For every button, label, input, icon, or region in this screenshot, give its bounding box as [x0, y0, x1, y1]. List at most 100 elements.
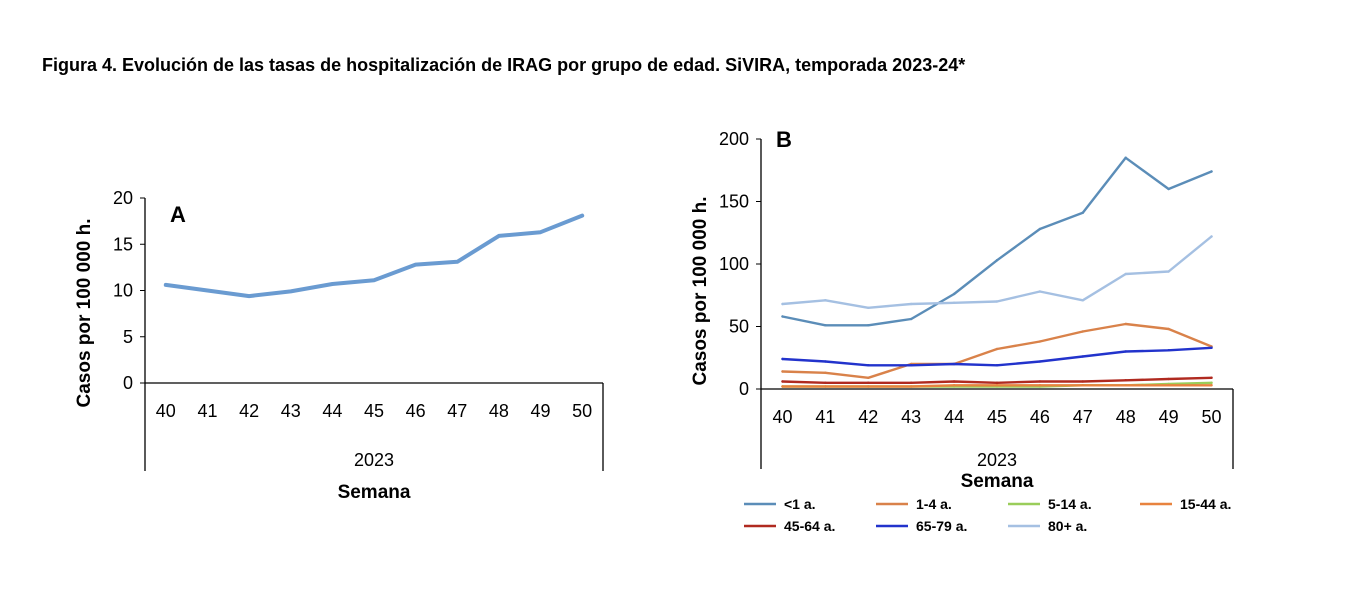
- legend-entry: 5-14 a.: [1048, 496, 1092, 512]
- data-point: [1081, 384, 1085, 387]
- y-tick-label: 20: [113, 188, 133, 208]
- y-tick-label: 5: [123, 327, 133, 347]
- data-point: [909, 317, 913, 321]
- data-point: [456, 260, 459, 264]
- data-point: [995, 300, 999, 303]
- data-point: [824, 371, 827, 374]
- panel-a-label: A: [170, 202, 186, 227]
- series-line-0: [781, 156, 1213, 327]
- data-point: [1038, 290, 1042, 293]
- legend-entry: 45-64 a.: [784, 518, 835, 534]
- data-point: [1124, 272, 1127, 276]
- data-point: [1167, 187, 1170, 191]
- data-point: [206, 289, 209, 292]
- data-point: [995, 259, 999, 262]
- y-tick-label: 50: [729, 317, 749, 337]
- data-point: [781, 385, 784, 388]
- x-tick-label: 43: [901, 407, 921, 427]
- x-tick-label: 50: [1202, 407, 1222, 427]
- data-point: [1038, 227, 1042, 231]
- data-point: [1167, 377, 1170, 381]
- data-point: [867, 376, 870, 379]
- panel-a-chart: A Casos por 100 000 h. 2023 Semana 0 5 10 1…: [74, 188, 604, 503]
- x-tick-label: 41: [197, 401, 217, 421]
- data-point: [539, 231, 542, 234]
- data-point: [867, 306, 870, 309]
- data-point: [952, 380, 956, 383]
- x-tick-label: 47: [1073, 407, 1093, 427]
- series-line-5: [781, 346, 1213, 367]
- data-point: [952, 384, 956, 387]
- data-point: [1210, 170, 1213, 173]
- data-point: [952, 292, 956, 296]
- x-tick-label: 48: [489, 401, 509, 421]
- data-point: [909, 302, 913, 306]
- data-point: [1167, 349, 1170, 352]
- panel-b-chart: B Casos por 100 000 h. 2023 Semana 0 50 10…: [690, 127, 1234, 534]
- data-point: [909, 364, 913, 367]
- x-tick-label: 48: [1116, 407, 1136, 427]
- data-point: [824, 360, 827, 363]
- legend-entry: 1-4 a.: [916, 496, 952, 512]
- data-point: [1081, 299, 1085, 302]
- panel-b-x-axis-title: Semana: [961, 471, 1034, 492]
- data-point: [1124, 156, 1127, 159]
- data-point: [580, 214, 584, 217]
- legend-entry: 80+ a.: [1048, 518, 1087, 534]
- data-point: [1124, 322, 1127, 326]
- x-tick-label: 44: [944, 407, 964, 427]
- x-tick-label: 47: [447, 401, 467, 421]
- data-point: [867, 385, 870, 388]
- x-tick-label: 49: [1159, 407, 1179, 427]
- data-point: [824, 299, 827, 302]
- x-tick-label: 46: [406, 401, 426, 421]
- data-point: [1210, 346, 1213, 349]
- y-tick-label: 0: [739, 379, 749, 399]
- data-point: [1167, 327, 1170, 331]
- data-point: [781, 315, 784, 318]
- data-point: [1210, 235, 1213, 238]
- x-tick-label: 45: [364, 401, 384, 421]
- y-tick-label: 10: [113, 281, 133, 301]
- data-point: [1081, 330, 1085, 333]
- panel-a-year-label: 2023: [354, 450, 394, 470]
- data-point: [824, 381, 827, 384]
- panel-b-y-axis-title: Casos por 100 000 h.: [690, 196, 711, 385]
- data-point: [995, 347, 999, 351]
- x-tick-label: 40: [772, 407, 792, 427]
- data-point: [995, 384, 999, 387]
- x-tick-label: 46: [1030, 407, 1050, 427]
- data-point: [414, 263, 417, 266]
- data-point: [1124, 384, 1127, 387]
- x-tick-label: 49: [531, 401, 551, 421]
- panel-b-label: B: [776, 127, 792, 152]
- data-point: [1167, 384, 1170, 387]
- x-tick-label: 50: [572, 401, 592, 421]
- x-tick-label: 41: [815, 407, 835, 427]
- data-point: [781, 357, 784, 361]
- legend-entry: 65-79 a.: [916, 518, 967, 534]
- data-point: [289, 290, 292, 293]
- data-point: [1167, 270, 1170, 273]
- data-point: [995, 364, 999, 367]
- data-point: [1081, 211, 1085, 214]
- data-point: [1038, 380, 1042, 383]
- data-point: [331, 282, 334, 286]
- data-point: [1124, 350, 1127, 353]
- legend-entry: 15-44 a.: [1180, 496, 1231, 512]
- data-point: [1210, 384, 1213, 387]
- data-point: [867, 364, 870, 367]
- data-point: [781, 302, 784, 306]
- x-tick-label: 42: [858, 407, 878, 427]
- data-point: [1210, 376, 1213, 379]
- x-tick-label: 42: [239, 401, 259, 421]
- data-point: [824, 324, 827, 327]
- data-point: [497, 234, 501, 238]
- x-tick-label: 45: [987, 407, 1007, 427]
- data-point: [1038, 340, 1042, 343]
- y-tick-label: 200: [719, 129, 749, 149]
- panel-a-y-axis-title: Casos por 100 000 h.: [74, 218, 95, 407]
- x-tick-label: 40: [156, 401, 176, 421]
- legend-entry: <1 a.: [784, 496, 816, 512]
